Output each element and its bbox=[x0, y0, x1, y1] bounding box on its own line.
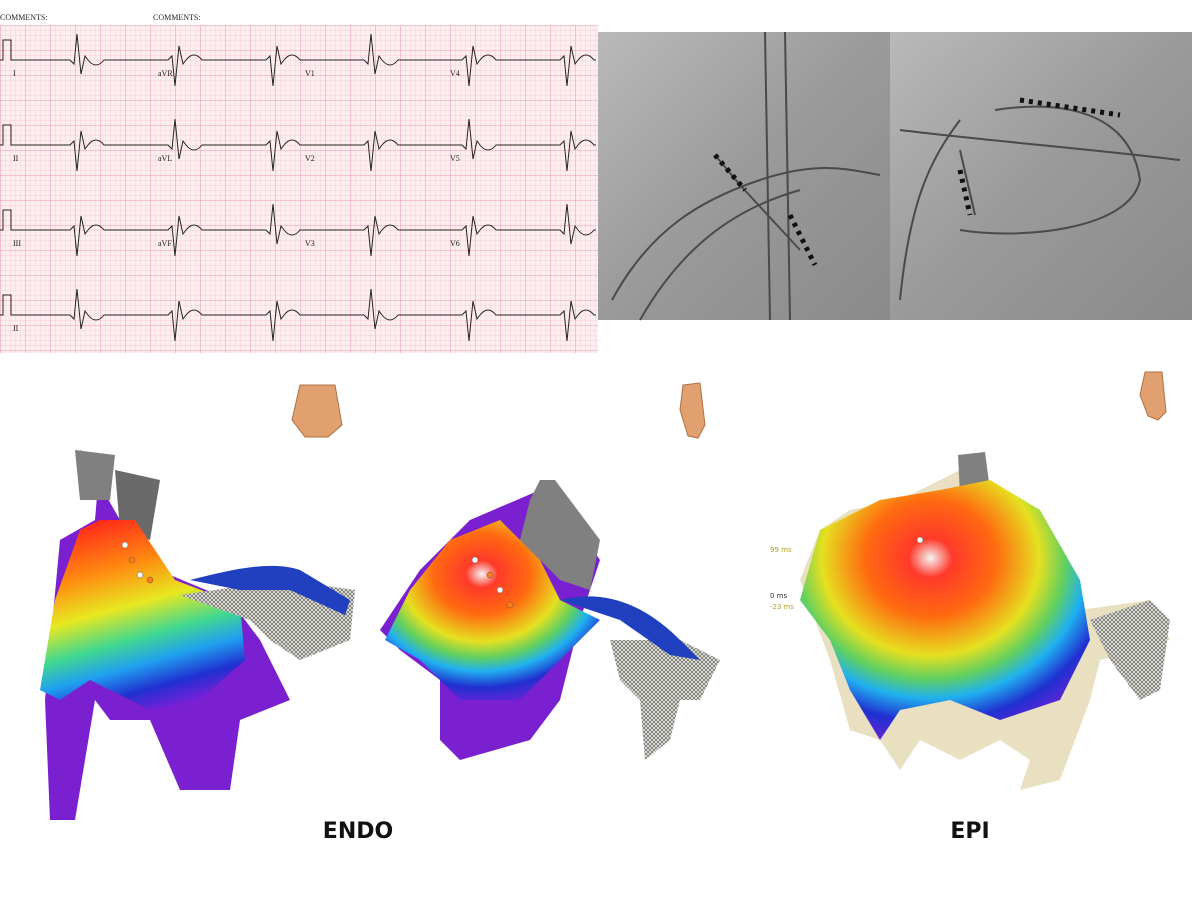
ecg-trace bbox=[0, 203, 596, 257]
ecg-grid bbox=[0, 25, 598, 353]
isochrone-label: 0 ms bbox=[770, 592, 787, 600]
fluoroscopy bbox=[598, 31, 1192, 321]
lead-label: V3 bbox=[305, 239, 315, 248]
lead-label: I bbox=[13, 69, 16, 78]
catheter-point bbox=[146, 576, 154, 584]
catheter-point bbox=[496, 586, 504, 594]
lead-label: III bbox=[13, 239, 21, 248]
isochrone-label: 99 ms bbox=[770, 546, 792, 554]
catheter-point bbox=[471, 556, 479, 564]
lead-label: V4 bbox=[450, 69, 460, 78]
catheter-point bbox=[121, 541, 129, 549]
lead-label: V1 bbox=[305, 69, 315, 78]
ecg-trace bbox=[0, 288, 596, 342]
lead-label: V2 bbox=[305, 154, 315, 163]
comments: COMMENTS: bbox=[0, 13, 48, 22]
ecg-trace bbox=[0, 33, 596, 87]
lead-label: V5 bbox=[450, 154, 460, 163]
lead-label: II bbox=[13, 154, 19, 163]
fluoro-image bbox=[598, 32, 890, 320]
lead-label: aVR bbox=[158, 69, 173, 78]
caption: EPI bbox=[950, 819, 989, 844]
isochrone-label: -23 ms bbox=[770, 603, 794, 611]
ecg-trace bbox=[0, 118, 596, 172]
caption: ENDO bbox=[323, 819, 393, 844]
lead-label: aVL bbox=[158, 154, 172, 163]
catheter-point bbox=[128, 556, 136, 564]
fluoro-image bbox=[890, 32, 1192, 320]
catheter-point bbox=[486, 571, 494, 579]
catheter-point bbox=[506, 601, 514, 609]
lead-label: V6 bbox=[450, 239, 460, 248]
comments: COMMENTS: bbox=[153, 13, 201, 22]
catheter-point bbox=[136, 571, 144, 579]
electroanatomic-maps: 99 ms 0 ms -23 ms bbox=[40, 371, 1170, 820]
lead-label: aVF bbox=[158, 239, 172, 248]
catheter-point bbox=[916, 536, 924, 544]
lead-label: II bbox=[13, 324, 19, 333]
